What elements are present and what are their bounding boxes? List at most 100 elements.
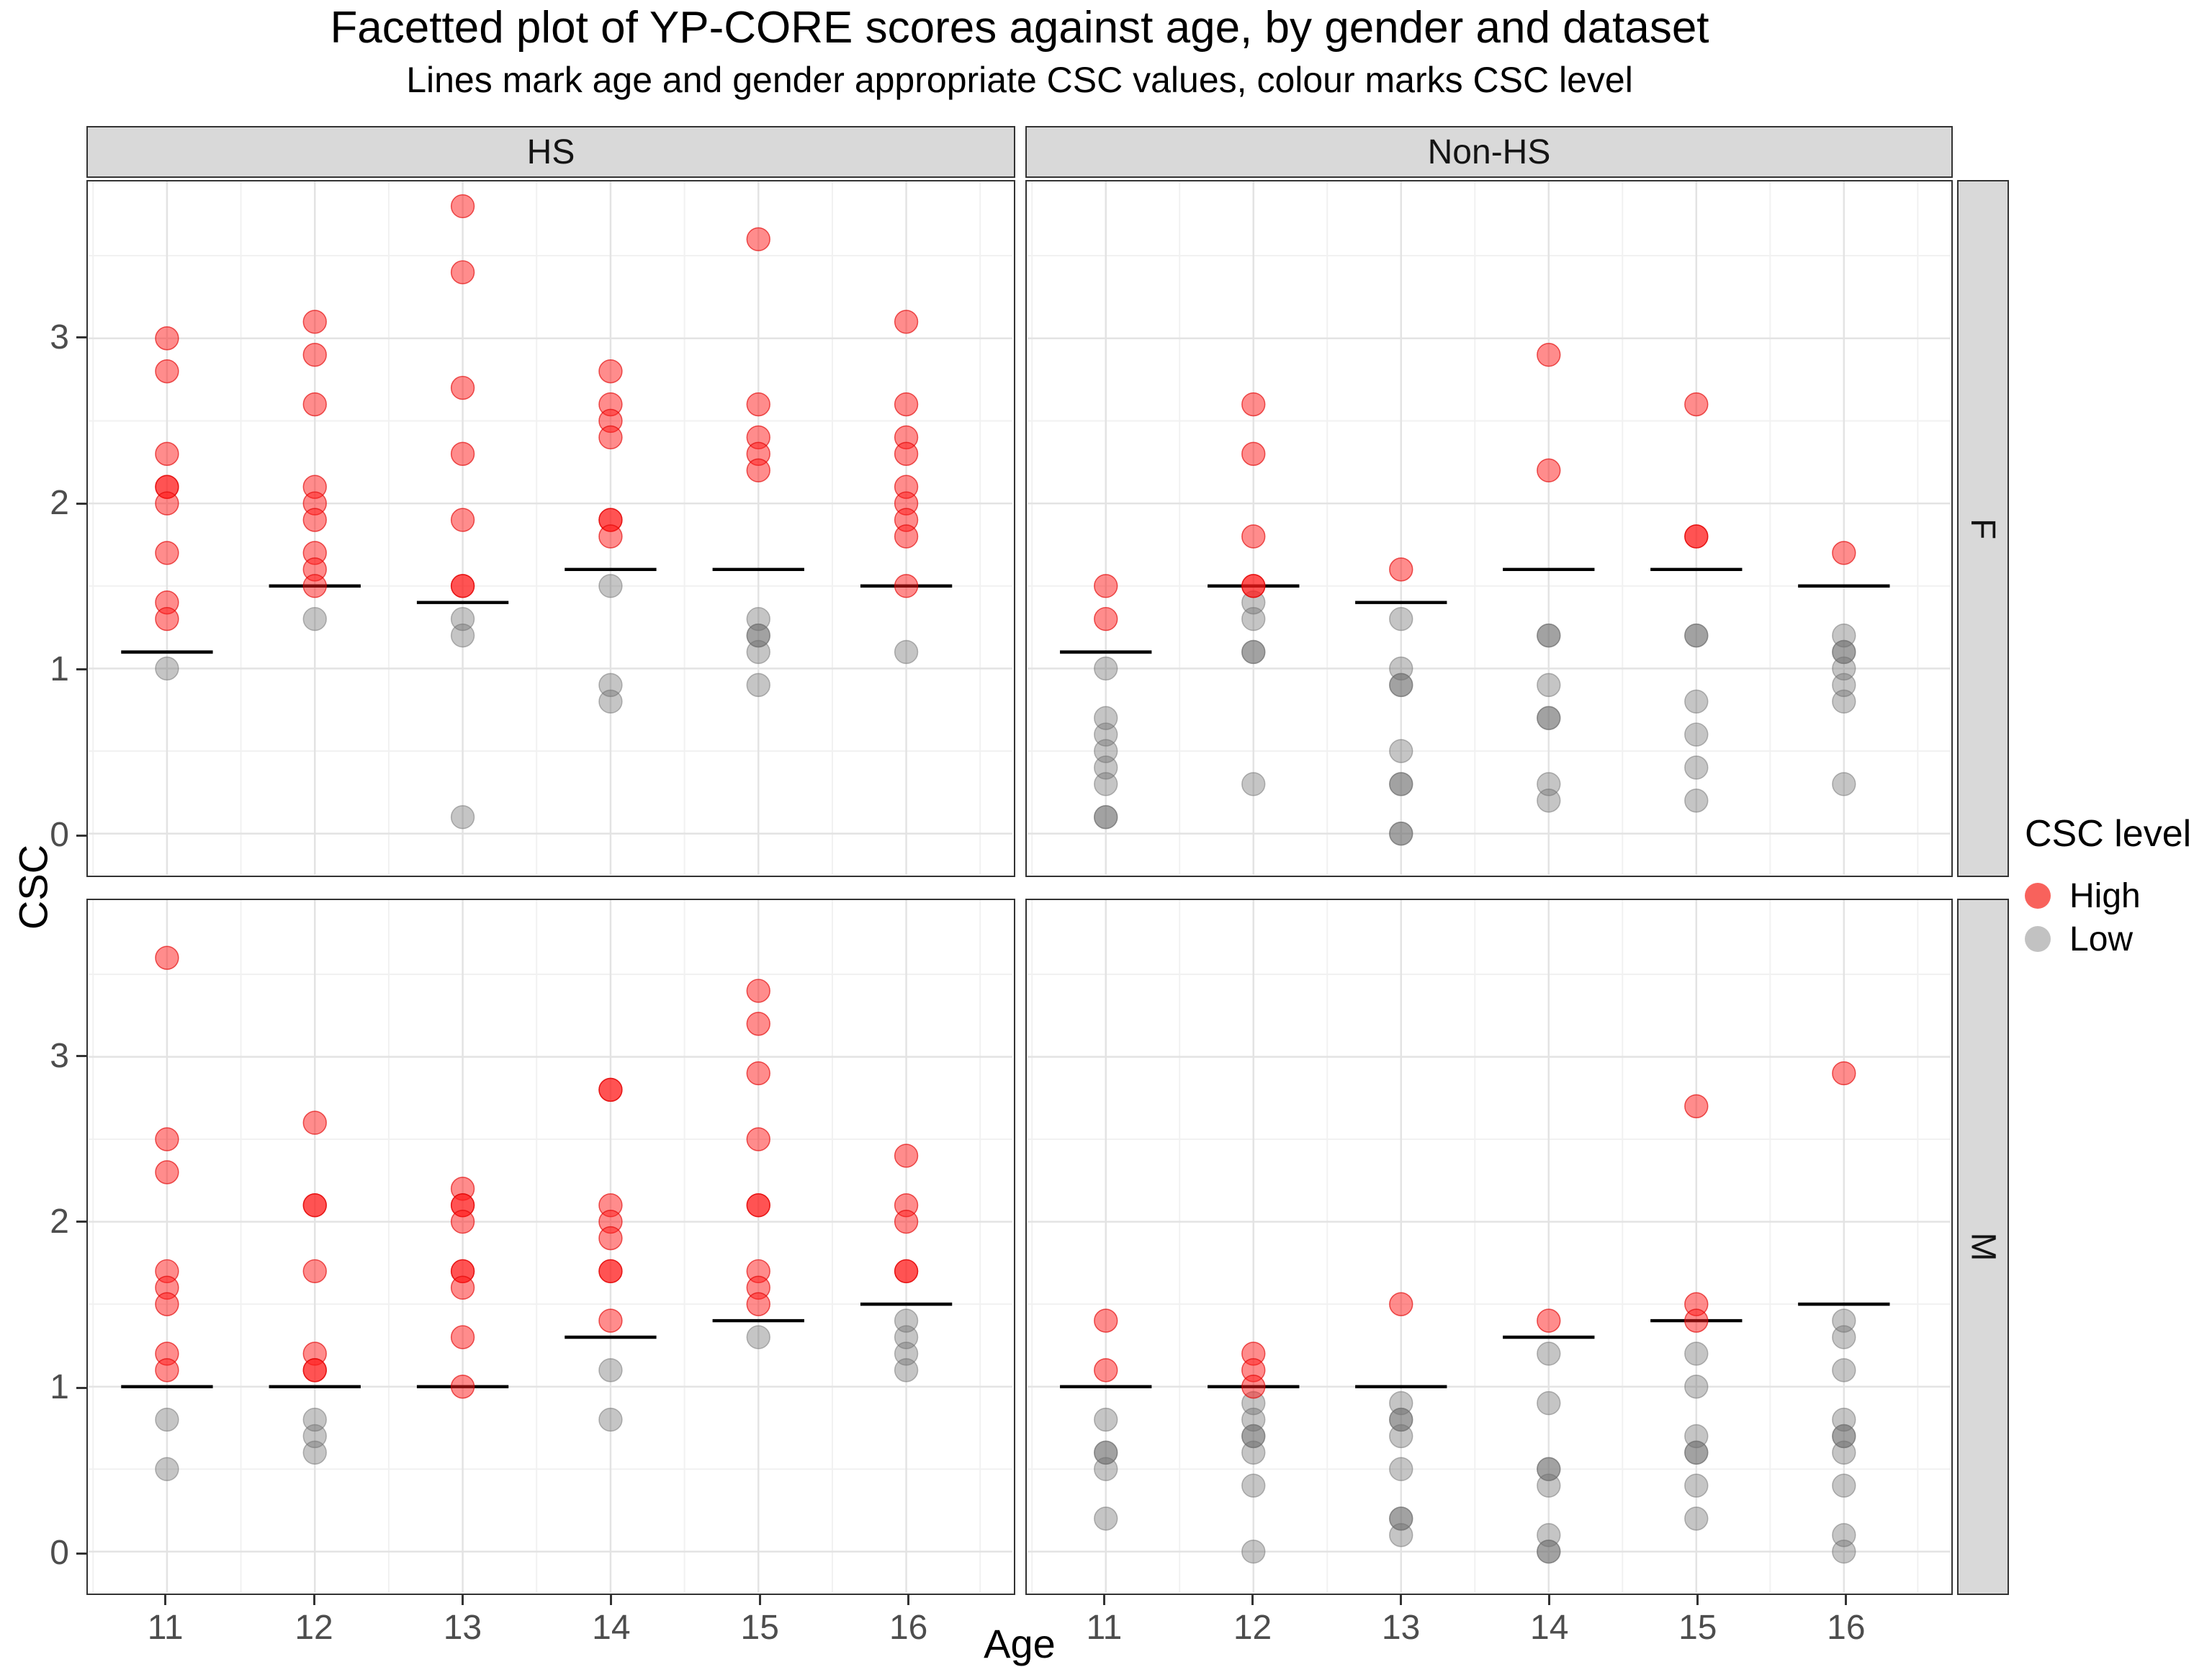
data-point-high [450, 194, 475, 219]
facet-strip-non-hs: Non-HS [1025, 126, 1953, 178]
data-point-low [1832, 1523, 1856, 1547]
data-point-high [1094, 574, 1118, 598]
data-point-low [1389, 1457, 1413, 1481]
data-point-low [1389, 739, 1413, 763]
data-point-high [1832, 1061, 1856, 1086]
data-point-high [1389, 557, 1413, 582]
data-point-low [302, 606, 327, 632]
data-point-low [1832, 639, 1856, 665]
data-point-high [1241, 392, 1266, 417]
data-point-low [1389, 1523, 1413, 1547]
y-tick-mark [76, 834, 86, 837]
data-point-high [746, 458, 770, 482]
x-tick-label: 13 [443, 1609, 482, 1647]
data-point-low [1832, 656, 1856, 681]
data-point-high [1684, 524, 1709, 549]
data-point-low [1537, 788, 1561, 813]
y-tick-mark [76, 336, 86, 339]
legend-title: CSC level [2025, 813, 2192, 855]
panel-hs-m-canvas [88, 900, 1013, 1593]
data-point-low [1389, 656, 1413, 681]
data-point-high [450, 1375, 475, 1399]
data-point-low [746, 1325, 770, 1349]
data-point-low [1389, 1506, 1413, 1531]
data-point-high [1832, 541, 1856, 565]
data-point-high [894, 1209, 919, 1234]
data-point-low [1389, 1424, 1413, 1449]
data-point-high [450, 1275, 475, 1300]
data-point-high [1389, 1292, 1413, 1316]
data-point-low [450, 623, 475, 648]
data-point-low [1832, 623, 1856, 648]
data-point-low [1832, 673, 1856, 697]
data-point-low [302, 1407, 327, 1432]
x-tick-mark [1548, 1595, 1551, 1605]
data-point-high [894, 310, 919, 334]
data-point-high [450, 508, 475, 532]
data-point-low [1537, 1342, 1561, 1366]
panel-hs-f-canvas [88, 181, 1013, 875]
data-point-low [598, 689, 623, 714]
data-point-low [1241, 639, 1266, 665]
data-point-high [1094, 1358, 1118, 1383]
data-point-high [894, 524, 919, 549]
data-point-high [155, 359, 179, 384]
data-point-low [1094, 772, 1118, 796]
data-point-low [1389, 772, 1413, 796]
data-point-high [450, 1209, 475, 1234]
data-point-high [302, 310, 327, 334]
y-tick-mark [76, 1552, 86, 1555]
data-point-low [1832, 1473, 1856, 1498]
panel-non-hs-f-canvas [1027, 181, 1951, 875]
legend-item-high: High [2025, 874, 2212, 917]
facet-strip-m: M [1957, 899, 2009, 1595]
data-point-low [1832, 1407, 1856, 1432]
data-point-high [302, 508, 327, 532]
data-point-low [598, 1358, 623, 1383]
data-point-low [1094, 1407, 1118, 1432]
legend-item-low: Low [2025, 917, 2212, 961]
data-point-low [1537, 1523, 1561, 1547]
data-point-high [746, 1292, 770, 1316]
data-point-high [894, 1259, 919, 1284]
data-point-high [746, 392, 770, 417]
data-point-low [894, 1325, 919, 1349]
data-point-low [155, 656, 179, 681]
data-point-low [746, 673, 770, 697]
data-point-low [155, 1407, 179, 1432]
data-point-high [155, 441, 179, 466]
data-point-high [155, 606, 179, 632]
x-tick-label: 14 [592, 1609, 631, 1647]
data-point-low [1684, 689, 1709, 714]
x-tick-mark [1400, 1595, 1403, 1605]
data-point-low [1832, 1424, 1856, 1449]
data-point-low [1537, 1457, 1561, 1481]
data-point-low [1094, 805, 1118, 830]
data-point-low [1684, 1440, 1709, 1465]
data-point-low [1832, 689, 1856, 714]
data-point-high [598, 1226, 623, 1251]
panel-non-hs-m [1025, 899, 1953, 1595]
data-point-high [1241, 524, 1266, 549]
data-point-high [155, 1358, 179, 1383]
data-point-high [598, 359, 623, 384]
legend-label-low: Low [2069, 920, 2134, 958]
facet-strip-hs-label: HS [526, 132, 575, 171]
data-point-low [598, 574, 623, 598]
data-point-low [1241, 606, 1266, 632]
data-point-high [155, 541, 179, 565]
data-point-low [894, 1342, 919, 1366]
facet-strip-non-hs-label: Non-HS [1427, 132, 1551, 171]
y-tick-mark [76, 668, 86, 671]
data-point-low [1094, 1457, 1118, 1481]
data-point-high [894, 441, 919, 466]
y-tick-mark [76, 502, 86, 505]
data-point-low [1537, 1473, 1561, 1498]
x-axis-label: Age [984, 1621, 1056, 1666]
data-point-low [1094, 656, 1118, 681]
data-point-low [1094, 722, 1118, 747]
data-point-high [598, 1077, 623, 1102]
panel-non-hs-m-canvas [1027, 900, 1951, 1593]
data-point-low [1684, 1375, 1709, 1399]
